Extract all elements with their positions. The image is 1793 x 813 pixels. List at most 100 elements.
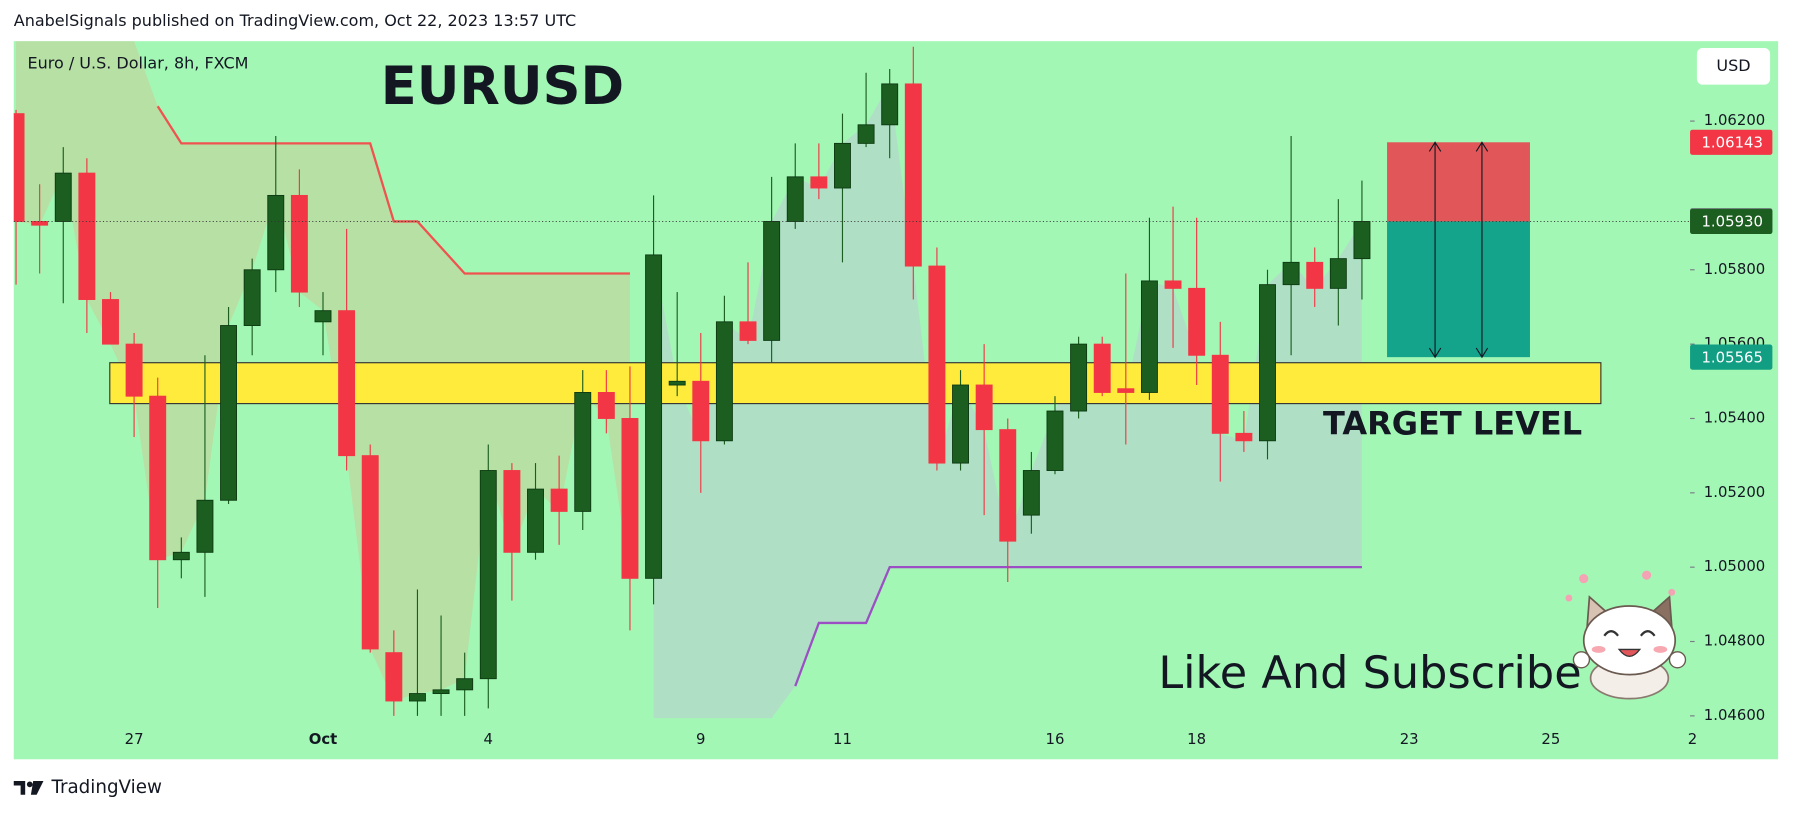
- candle-body: [149, 395, 167, 561]
- indicator-fill: [16, 41, 630, 701]
- candle-body: [408, 693, 426, 702]
- y-tick-label: 1.05200: [1704, 483, 1765, 501]
- candle-body: [692, 380, 710, 442]
- candle-body: [1140, 280, 1158, 393]
- candle-body: [31, 220, 49, 226]
- candle-body: [621, 418, 639, 579]
- currency-label[interactable]: USD: [1716, 56, 1750, 75]
- price-label-box: [1690, 129, 1773, 155]
- candle-body: [857, 124, 875, 144]
- y-tick-label: 1.05400: [1704, 408, 1765, 426]
- indicator-line: [794, 566, 1362, 687]
- target-zone-label: TARGET LEVEL: [1323, 404, 1582, 442]
- footer-brand: TradingView: [50, 777, 162, 798]
- position-stop: [1387, 142, 1530, 222]
- candle-body: [999, 429, 1017, 542]
- candle-body: [13, 113, 25, 222]
- candle-body: [314, 310, 332, 323]
- candle-body: [574, 391, 592, 512]
- candle-body: [952, 384, 969, 464]
- candle-body: [338, 310, 356, 457]
- x-tick-label: Oct: [309, 730, 338, 748]
- candle-body: [1282, 261, 1300, 286]
- candle-body: [196, 499, 214, 553]
- currency-button[interactable]: [1696, 48, 1771, 85]
- price-label-box: [1690, 208, 1773, 235]
- x-tick-label: 25: [1541, 730, 1560, 748]
- position-arrow: [1428, 141, 1442, 359]
- candle-body: [763, 220, 781, 341]
- price-label: 1.05565: [1701, 348, 1762, 366]
- price-axis: 1.046001.048001.050001.052001.054001.056…: [1690, 111, 1773, 724]
- candle-body: [645, 254, 663, 579]
- candle-body: [715, 321, 733, 442]
- candle-body: [1188, 287, 1206, 356]
- candle-body: [125, 343, 143, 397]
- candle-body: [881, 83, 899, 126]
- position-target: [1387, 221, 1530, 358]
- candle-body: [456, 678, 474, 691]
- candle-body: [527, 488, 544, 553]
- position-arrow: [1475, 141, 1489, 359]
- x-tick-label: 2: [1688, 730, 1697, 748]
- candle-body: [432, 689, 450, 695]
- candle-body: [102, 299, 119, 345]
- candle-body: [267, 194, 285, 271]
- x-tick-label: 4: [484, 730, 493, 748]
- chart-title: EURUSD: [381, 56, 624, 117]
- candle-body: [904, 83, 922, 267]
- candle-body: [1070, 343, 1088, 412]
- y-tick-label: 1.04600: [1704, 706, 1765, 724]
- y-tick-label: 1.05800: [1704, 260, 1765, 278]
- candle-body: [975, 384, 993, 431]
- x-tick-label: 23: [1400, 730, 1419, 748]
- candle-body: [834, 142, 851, 189]
- candle-body: [361, 455, 379, 650]
- candle-body: [550, 488, 568, 512]
- candle-body: [78, 172, 96, 300]
- candle-body: [1164, 280, 1182, 289]
- y-tick-label: 1.06200: [1704, 111, 1765, 129]
- candle-body: [1353, 220, 1371, 260]
- price-label: 1.06143: [1701, 133, 1762, 151]
- symbol-info: Euro / U.S. Dollar, 8h, FXCM: [27, 54, 248, 73]
- candle-body: [786, 176, 804, 222]
- candle-body: [810, 176, 828, 189]
- candle-body: [1306, 261, 1324, 289]
- candle-body: [385, 652, 403, 702]
- candle-body: [243, 269, 261, 326]
- candle-body: [1093, 343, 1111, 393]
- price-label-box: [1690, 344, 1773, 370]
- candle-body: [172, 551, 190, 561]
- x-tick-label: 16: [1046, 730, 1065, 748]
- plot-area: [13, 41, 1691, 719]
- candle-body: [1259, 284, 1276, 442]
- candle-body: [928, 265, 946, 464]
- candle-body: [479, 470, 497, 680]
- candle-body: [54, 172, 72, 222]
- price-label: 1.05930: [1701, 213, 1762, 231]
- x-tick-label: 11: [833, 730, 852, 748]
- candle-body: [1022, 470, 1040, 516]
- footer-logo: [13, 780, 44, 795]
- y-tick-label: 1.05000: [1704, 557, 1765, 575]
- candle-body: [1211, 354, 1229, 434]
- candle-body: [220, 325, 238, 501]
- x-tick-label: 9: [696, 730, 705, 748]
- candle-body: [290, 194, 308, 293]
- x-tick-label: 18: [1187, 730, 1206, 748]
- annotation: Like And Subscribe: [1158, 647, 1581, 699]
- candle-body: [597, 391, 615, 419]
- publish-header: AnabelSignals published on TradingView.c…: [14, 11, 576, 30]
- candle-body: [1235, 432, 1253, 442]
- candle-body: [1046, 410, 1064, 471]
- candle-body: [503, 470, 521, 553]
- target-zone: [109, 362, 1602, 405]
- indicator-line: [156, 105, 630, 275]
- y-tick-label: 1.04800: [1704, 632, 1765, 650]
- candle-body: [668, 380, 686, 386]
- candle-body: [739, 321, 757, 341]
- x-tick-label: 27: [125, 730, 144, 748]
